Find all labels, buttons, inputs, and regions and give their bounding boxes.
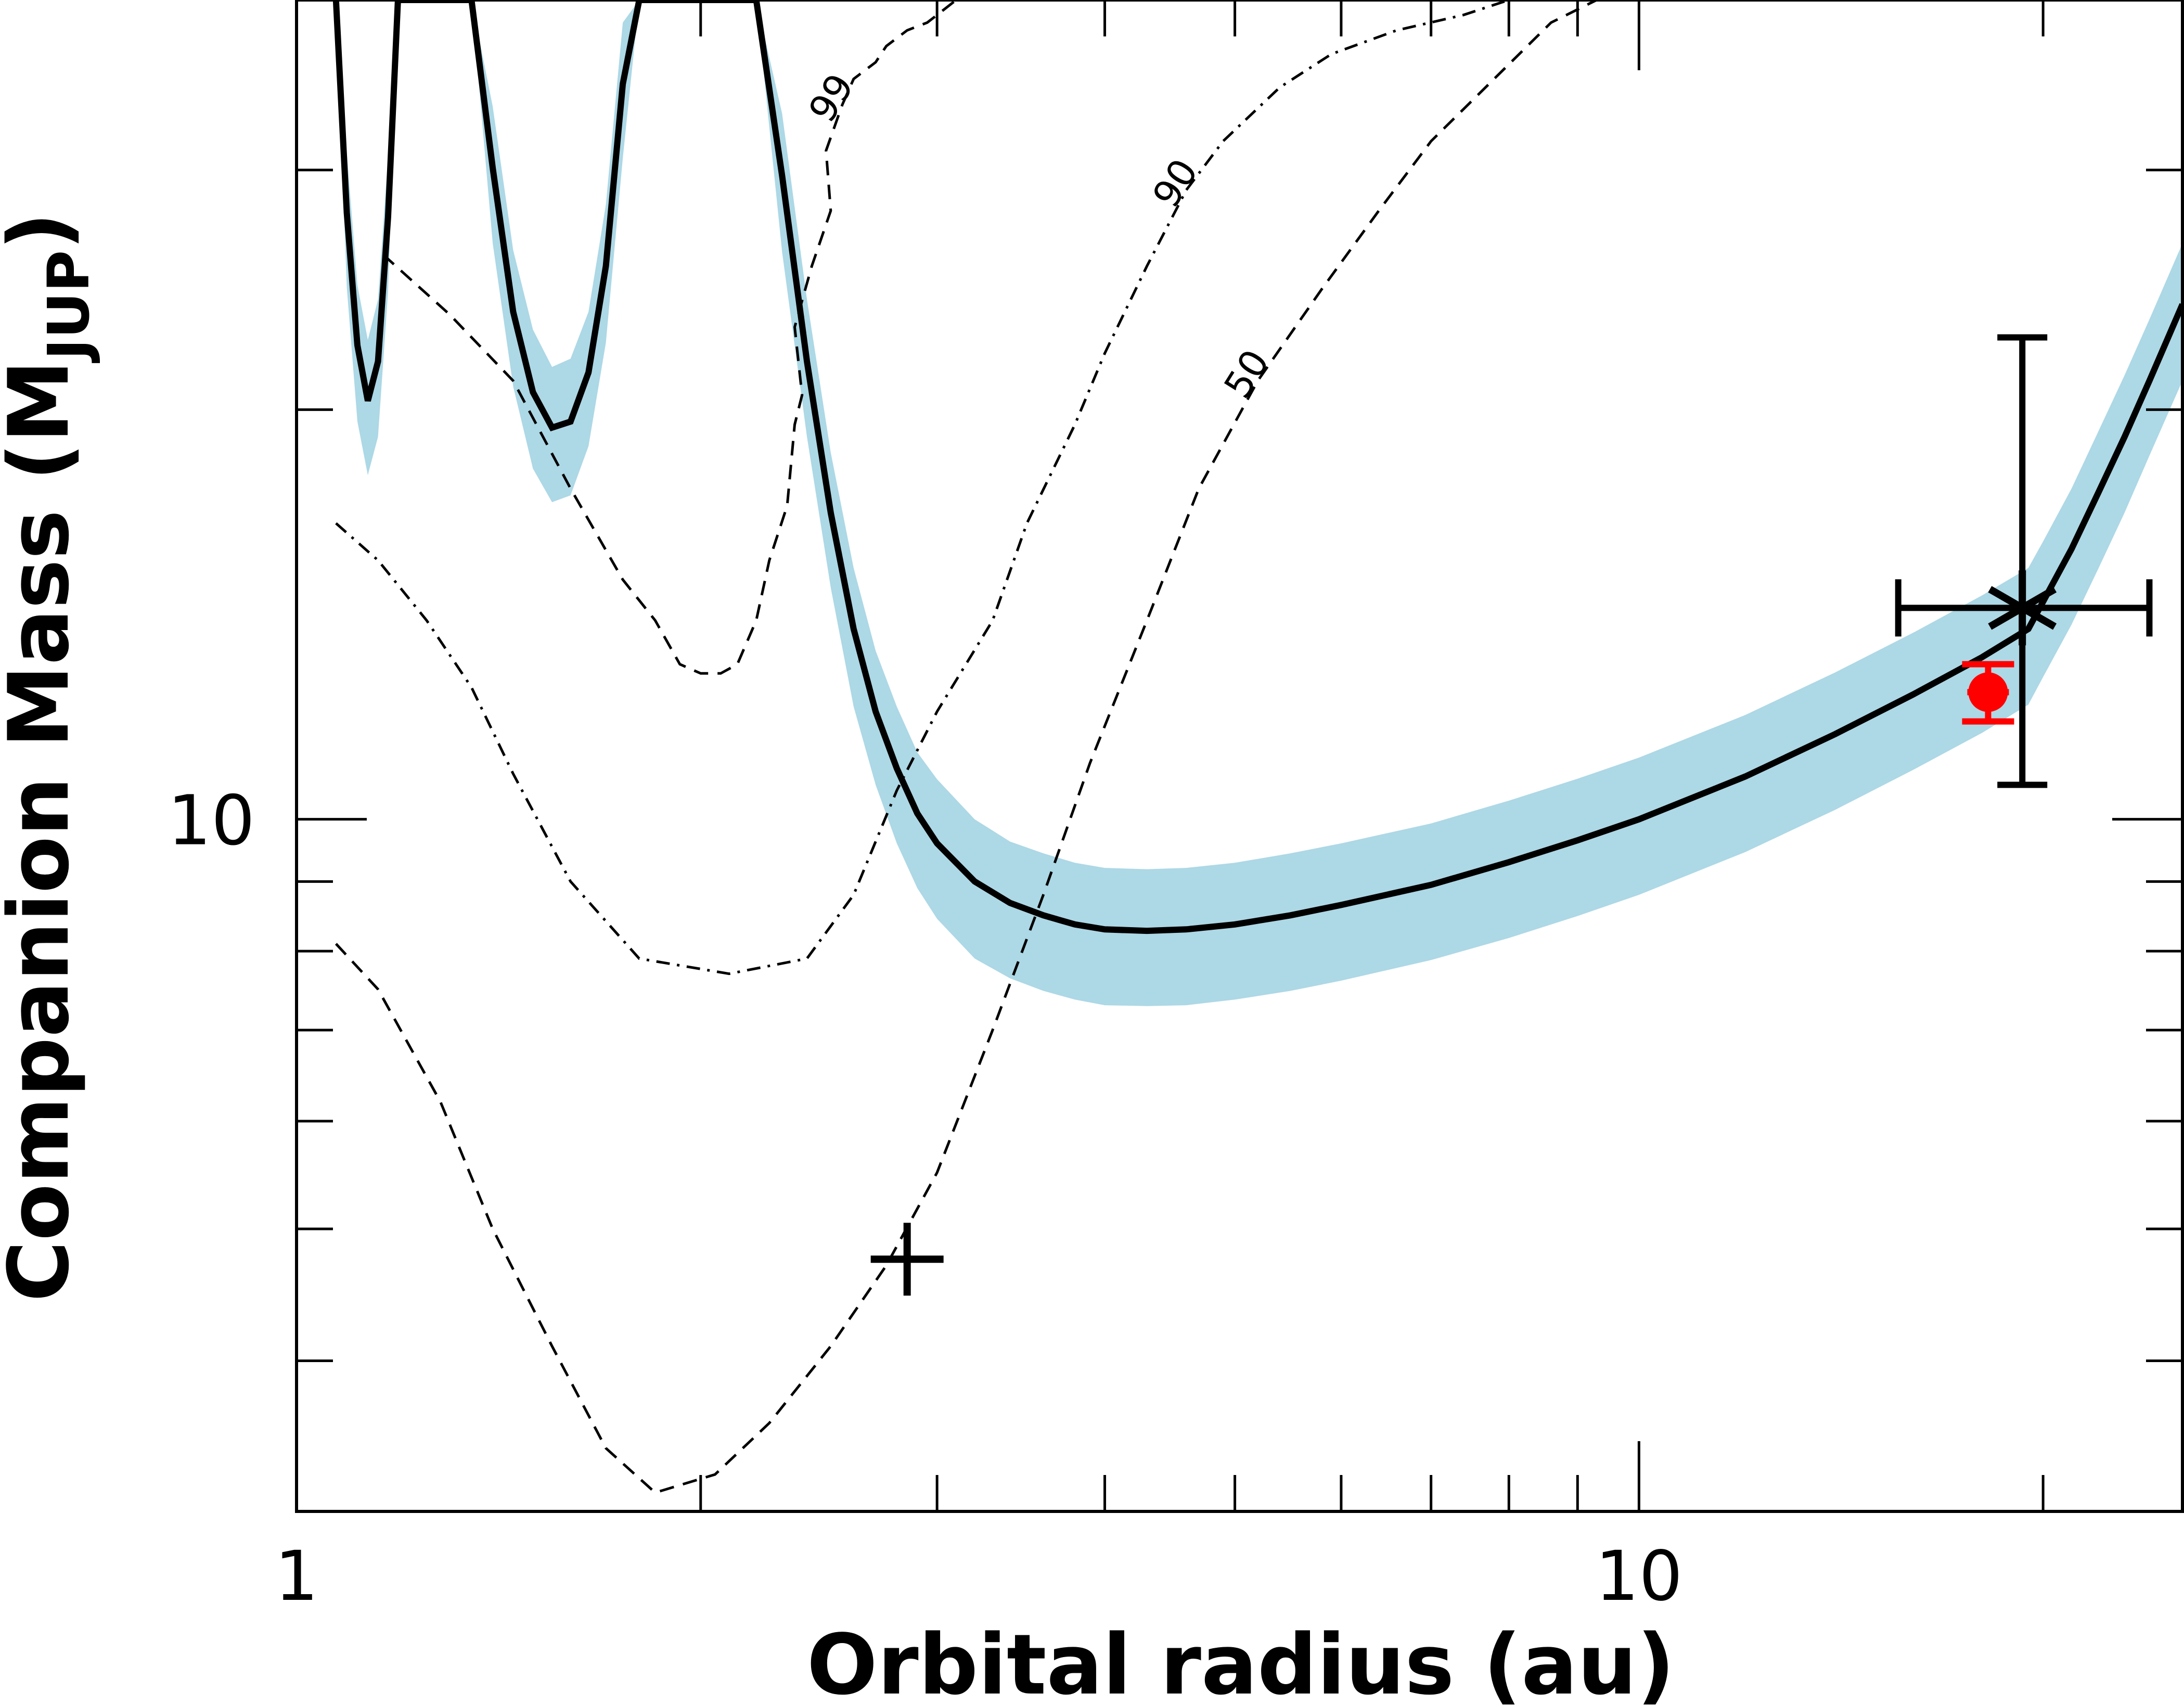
mass-uncertainty-band [336,0,2182,1006]
y-axis-title: Companion Mass (MJUP) [0,212,102,1302]
red-point-marker [1962,661,2014,725]
y-axis-title-subscript: JUP [35,250,102,364]
contour-layer: 99 90 50 [335,0,1598,1494]
y-axis-title-close: ) [0,212,87,250]
y-tick-labels: 10 [168,781,255,861]
marker-layer [870,334,2153,1296]
x-tick-labels: 1 10 [275,1536,1682,1617]
x-tick-label-1: 1 [275,1536,318,1617]
star-marker-stroke [1988,586,2057,630]
contour-50 [335,0,1598,1494]
plot-frame [295,0,2184,1513]
plus-marker [870,1223,944,1296]
curve-layer [332,0,2182,934]
uncertainty-band-layer [336,0,2182,1006]
red-point-dot [1968,672,2008,712]
contour-label-90: 90 [1144,151,1206,215]
mass-radius-curve [332,0,2182,934]
contour-label-99: 99 [800,66,863,130]
contour-label-50: 50 [1215,342,1278,406]
tick-layer [295,0,2182,1511]
x-tick-label-10: 10 [1595,1536,1682,1617]
contour-99 [382,0,957,675]
x-axis-title: Orbital radius (au) [807,1616,1675,1706]
y-axis-title-main: Companion Mass (M [0,360,87,1302]
y-tick-label-10: 10 [168,781,255,861]
plot-area: 99 90 50 [295,0,2184,1513]
star-marker-with-errorbars [1895,334,2153,788]
